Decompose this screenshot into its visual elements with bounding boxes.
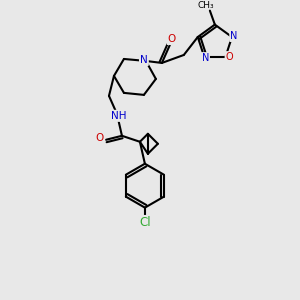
Text: NH: NH xyxy=(111,111,127,121)
Text: Cl: Cl xyxy=(139,216,151,229)
Text: N: N xyxy=(230,31,238,41)
Text: O: O xyxy=(96,133,104,143)
Text: CH₃: CH₃ xyxy=(198,1,214,10)
Text: O: O xyxy=(168,34,176,44)
Text: N: N xyxy=(202,53,209,63)
Text: N: N xyxy=(140,55,148,65)
Text: O: O xyxy=(226,52,233,62)
